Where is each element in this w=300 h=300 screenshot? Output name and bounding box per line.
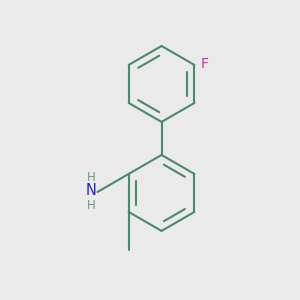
Text: N: N [86, 183, 97, 198]
Text: H: H [87, 171, 96, 184]
Text: H: H [87, 199, 96, 212]
Text: F: F [200, 57, 208, 70]
